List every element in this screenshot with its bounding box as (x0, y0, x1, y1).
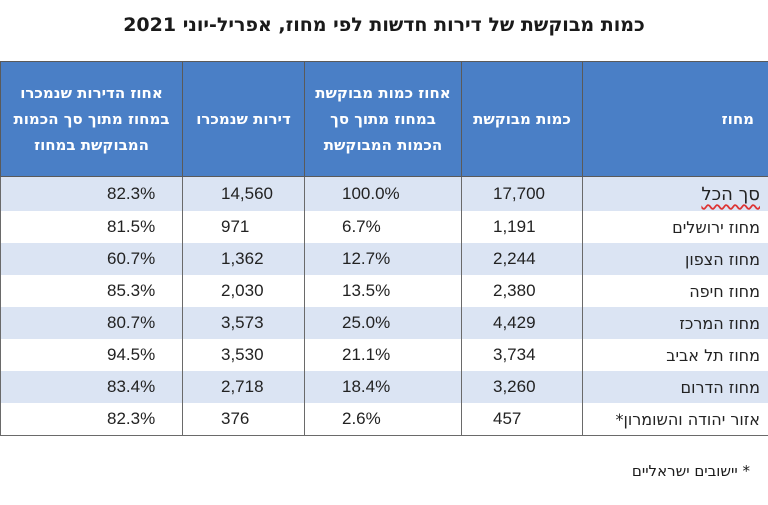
sold-cell: 2,030 (182, 275, 305, 307)
table-row: מחוז תל אביב 3,734 21.1% 3,530 94.5% (0, 339, 768, 371)
table-row: מחוז חיפה 2,380 13.5% 2,030 85.3% (0, 275, 768, 307)
header-quantity: כמות מבוקשת (461, 61, 583, 177)
sold-cell: 3,573 (182, 307, 305, 339)
share-of-total-cell: 13.5% (304, 275, 462, 307)
quantity-cell: 4,429 (461, 307, 583, 339)
housing-demand-table: מחוז כמות מבוקשת אחוז כמות מבוקשת במחוז … (0, 61, 768, 436)
sold-share-cell: 85.3% (0, 275, 183, 307)
table-row: מחוז הדרום 3,260 18.4% 2,718 83.4% (0, 371, 768, 403)
sold-cell: 1,362 (182, 243, 305, 275)
district-cell: מחוז חיפה (582, 275, 768, 307)
table-row: מחוז ירושלים 1,191 6.7% 971 81.5% (0, 211, 768, 243)
share-of-total-cell: 2.6% (304, 403, 462, 436)
header-row: מחוז כמות מבוקשת אחוז כמות מבוקשת במחוז … (0, 61, 768, 177)
sold-share-cell: 82.3% (0, 176, 183, 211)
sold-cell: 14,560 (182, 176, 305, 211)
share-of-total-cell: 21.1% (304, 339, 462, 371)
sold-share-cell: 83.4% (0, 371, 183, 403)
header-share-of-total: אחוז כמות מבוקשת במחוז מתוך סך הכמות המב… (304, 61, 462, 177)
share-of-total-cell: 18.4% (304, 371, 462, 403)
quantity-cell: 2,244 (461, 243, 583, 275)
sold-share-cell: 82.3% (0, 403, 183, 436)
header-sold-share: אחוז הדירות שנמכרו במחוז מתוך סך הכמות ה… (0, 61, 183, 177)
share-of-total-cell: 12.7% (304, 243, 462, 275)
table-row: מחוז המרכז 4,429 25.0% 3,573 80.7% (0, 307, 768, 339)
district-cell: מחוז תל אביב (582, 339, 768, 371)
table-title: כמות מבוקשת של דירות חדשות לפי מחוז, אפר… (123, 14, 645, 36)
sold-share-cell: 60.7% (0, 243, 183, 275)
quantity-cell: 457 (461, 403, 583, 436)
sold-cell: 971 (182, 211, 305, 243)
district-name: סך הכל (701, 183, 760, 205)
share-of-total-cell: 100.0% (304, 176, 462, 211)
quantity-cell: 17,700 (461, 176, 583, 211)
sold-share-cell: 94.5% (0, 339, 183, 371)
quantity-cell: 3,734 (461, 339, 583, 371)
table-row: מחוז הצפון 2,244 12.7% 1,362 60.7% (0, 243, 768, 275)
footnote: * יישובים ישראליים (631, 462, 750, 480)
district-cell: מחוז ירושלים (582, 211, 768, 243)
sold-share-cell: 81.5% (0, 211, 183, 243)
district-cell: מחוז הדרום (582, 371, 768, 403)
header-sold: דירות שנמכרו (182, 61, 305, 177)
sold-cell: 2,718 (182, 371, 305, 403)
table-row-total: סך הכל 17,700 100.0% 14,560 82.3% (0, 176, 768, 211)
district-cell: אזור יהודה והשומרון* (582, 403, 768, 436)
district-cell: מחוז המרכז (582, 307, 768, 339)
sold-share-cell: 80.7% (0, 307, 183, 339)
table-row: אזור יהודה והשומרון* 457 2.6% 376 82.3% (0, 403, 768, 436)
sold-cell: 3,530 (182, 339, 305, 371)
quantity-cell: 2,380 (461, 275, 583, 307)
header-district: מחוז (582, 61, 768, 177)
quantity-cell: 3,260 (461, 371, 583, 403)
quantity-cell: 1,191 (461, 211, 583, 243)
share-of-total-cell: 25.0% (304, 307, 462, 339)
district-cell: מחוז הצפון (582, 243, 768, 275)
sold-cell: 376 (182, 403, 305, 436)
district-cell: סך הכל (582, 176, 768, 211)
share-of-total-cell: 6.7% (304, 211, 462, 243)
